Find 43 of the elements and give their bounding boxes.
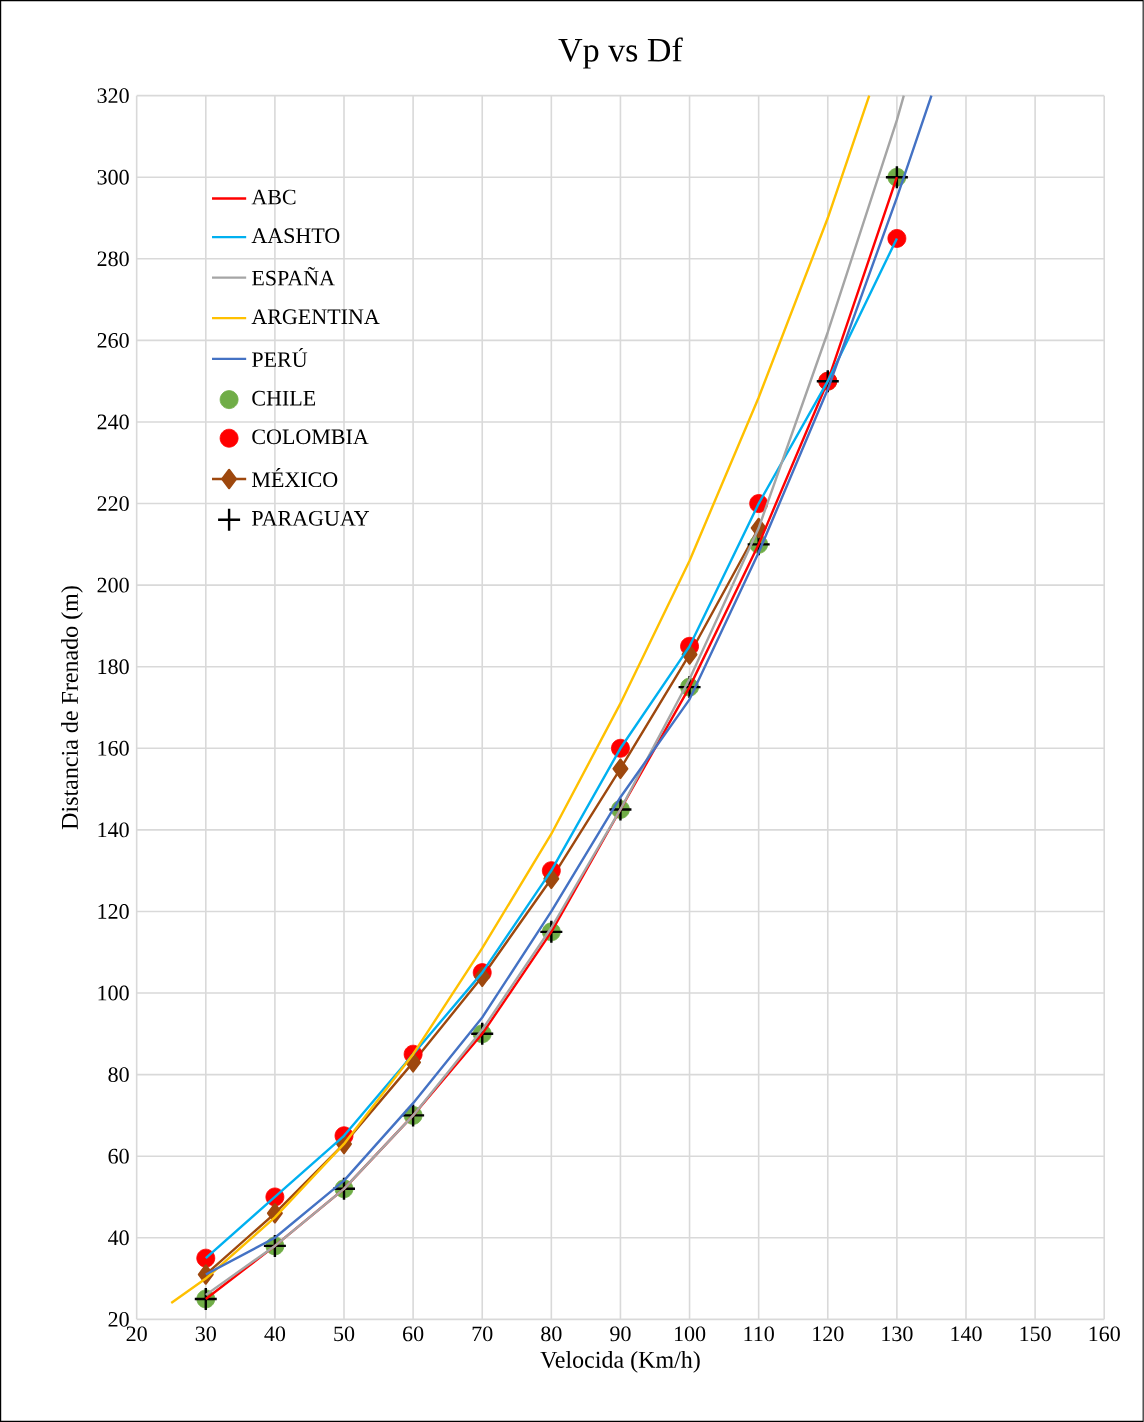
y-tick-label: 100 [98,985,129,1001]
x-tick-label: 30 [195,1326,217,1342]
legend-label: PERÚ [252,347,308,368]
x-tick-label: 120 [813,1326,844,1342]
y-tick-label: 80 [108,1067,129,1083]
y-axis-title: Distancia de Frenado (m) [61,586,83,830]
x-tick-label: 160 [1089,1326,1120,1342]
legend-label: ARGENTINA [251,309,380,325]
legend-label: ABC [251,189,296,205]
y-tick-label: 200 [97,577,129,593]
y-tick-label: 180 [98,659,129,675]
y-tick-label: 300 [97,169,129,185]
y-tick-label: 260 [97,332,129,348]
x-tick-label: 50 [334,1326,355,1342]
legend-label: COLOMBIA [252,429,369,445]
x-tick-label: 100 [675,1326,706,1342]
y-tick-label: 20 [108,1311,129,1327]
y-tick-label: 220 [97,496,129,511]
x-tick-label: 150 [1020,1326,1051,1342]
y-tick-label: 40 [108,1230,129,1246]
x-tick-label: 110 [744,1326,775,1342]
y-tick-label: 140 [98,822,129,838]
y-tick-label: 160 [98,740,129,756]
y-tick-label: 60 [108,1148,129,1164]
x-tick-label: 20 [126,1326,147,1342]
y-tick-label: 240 [97,414,129,430]
x-tick-label: 130 [882,1326,913,1342]
y-tick-label: 320 [97,88,129,104]
legend-label: PARAGUAY [252,510,370,526]
legend-label: CHILE [252,390,316,406]
x-tick-label: 90 [610,1326,631,1342]
x-axis-title: Velocida (Km/h) [540,1350,700,1373]
legend-label: AASHTO [251,228,340,244]
x-tick-label: 40 [264,1326,286,1342]
x-tick-label: 70 [472,1326,493,1342]
legend-label: ESPAÑA [252,266,335,286]
x-tick-label: 60 [403,1326,424,1342]
legend-label: MÉXICO [252,468,338,488]
chart-title: Vp vs Df [558,37,683,69]
x-tick-label: 140 [951,1326,982,1342]
x-tick-label: 80 [541,1326,562,1342]
y-tick-label: 120 [98,904,129,919]
y-tick-label: 280 [97,251,129,267]
